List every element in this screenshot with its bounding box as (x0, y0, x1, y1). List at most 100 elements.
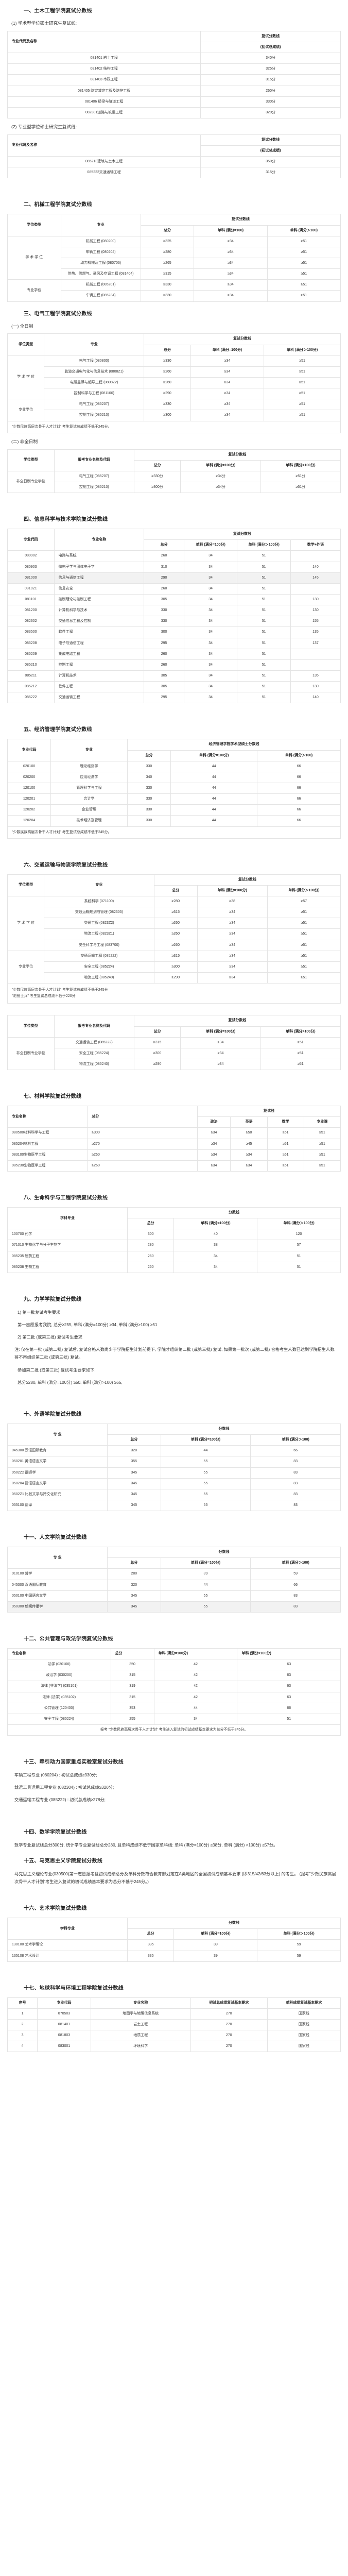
cell-single-eq: 38 (173, 1240, 258, 1251)
cell-total: ≥315 (133, 1037, 181, 1048)
cell-name: 信息安全 (54, 583, 145, 595)
cell-major-course: ≥51 (303, 1149, 341, 1161)
table-art: 学科专业 分数线 总分 单科 (满分=100分) 单科 (满分＞100分) 13… (7, 1918, 341, 1962)
table-row: 物流工程 (0823Z1) ≥260 ≥34 ≥51 (8, 928, 341, 940)
cell-total: ≥300分 (133, 482, 181, 494)
th-name: 专业名称 (90, 1997, 191, 2009)
cell-total: ≥260 (153, 918, 198, 929)
table-row: 电磁悬浮与超导工程 (0808Z2) ≥260 ≥34 ≥51 (8, 377, 341, 389)
table-row: 法律 (非法学) (035101) 319 42 63 (7, 1681, 341, 1692)
cell-code: 085208 (7, 637, 55, 649)
cell-math: ≥51 (267, 1127, 304, 1139)
section-title-civil: 一、土木工程学院复试分数线 (24, 8, 92, 14)
cell-code: 020100 (7, 760, 51, 772)
cell-name: 地质工程 (90, 2030, 191, 2042)
cell-total: 305 (144, 670, 184, 682)
section-title-humanities: 十一、人文学院复试分数线 (24, 1535, 87, 1541)
table-row: 085210 控制工程 260 34 51 (7, 659, 341, 671)
cell-code: 082302 (7, 616, 55, 628)
cell-total: 295 (144, 637, 184, 649)
cell-total: 320 (107, 1445, 161, 1457)
th-single-eq: 单科 (满分=100分) (190, 344, 265, 356)
cell-total: ≥260 (87, 1160, 198, 1172)
cell-single-gt: 66 (257, 760, 341, 772)
cell-name: 135108 艺术设计 (7, 1950, 128, 1962)
cell-total: ≥290 (153, 972, 198, 984)
cell-single-gt: ≥51 (267, 972, 341, 984)
cell-code: 085222 (7, 692, 55, 704)
table-row: 120100 管理科学与工程 330 44 66 (7, 783, 341, 794)
table-row: 法律 (法学) (035102) 315 42 63 (7, 1691, 341, 1703)
cell-name: 080500材料科学与工程 (7, 1127, 88, 1139)
cell-total: ≥315 (153, 950, 198, 962)
th-total: 总分 (107, 1557, 161, 1569)
cell-single-gt: 66 (257, 771, 341, 784)
table-row: 控制科学与工程 (081100) ≥290 ≥34 ≥51 (8, 388, 341, 400)
cell-math-foreign: 130 (290, 605, 341, 617)
table-row: 报考 "少数民族高层次骨干人才计划" 考生进入复试的初试成绩基本要求为总分不低于… (7, 1724, 341, 1736)
cell-english: ≥34 (230, 1149, 268, 1161)
table-row: 法学 (030100) 350 42 63 (7, 1659, 341, 1671)
math-p1: 数学专业复试线总分300分, 统计学专业复试线总分280, 且单科成绩不低于国家… (14, 1842, 278, 1848)
cell-major: 081402 结构工程 (7, 63, 201, 75)
cell-name: 政治学 (030200) (7, 1670, 111, 1682)
table-life: 学科专业 分数线 总分 单科 (满分=100分) 单科 (满分＞100分) 10… (7, 1207, 341, 1273)
cell-total: ≥315 (140, 268, 195, 280)
cell-name: 地图学与地理信息系统 (90, 2008, 191, 2020)
cell-name: 055100 翻译 (7, 1499, 108, 1512)
th-name: 专业名称 (7, 1106, 88, 1128)
cell-single-gt: 59 (250, 1568, 341, 1580)
cell-single-eq: 44 (170, 804, 258, 816)
table-row: 085222交通运输工程 315分 (7, 167, 341, 179)
cell-single-eq: ≥34 (197, 928, 268, 940)
cell-single-gt: ≥51 (267, 950, 341, 962)
cell-total: 330 (144, 616, 184, 628)
cell-major: 安全工程 (085224) (54, 1047, 134, 1059)
cell-major: 物流工程 (0823Z1) (44, 928, 154, 940)
cell-single-eq: ≥34 (194, 235, 268, 247)
cell-single-gt: 83 (250, 1499, 341, 1512)
cell-major: 电气工程 (085207) (44, 399, 145, 411)
cell-name: 085235 制药工程 (7, 1250, 128, 1262)
cell-name: 010100 哲学 (7, 1568, 108, 1580)
cell-code: 120204 (7, 815, 51, 827)
cell-total: ≥330 (140, 290, 195, 302)
cell-total: 345 (107, 1601, 161, 1613)
th-score-line: 分数线 (107, 1423, 341, 1435)
table-row: 085222 交通运输工程 295 34 51 140 (7, 692, 341, 704)
th-single-gt: 单科 (满分>100分) (260, 460, 341, 471)
table-row: 控制工程 (085210) ≥300分 ≥34分 ≥51分 (8, 482, 341, 494)
cell-single-eq: 55 (160, 1488, 251, 1500)
cell-single-gt: 51 (237, 550, 291, 562)
cell-major: 081401 岩土工程 (7, 53, 201, 64)
th-single-gt: 单科 (满分＞100分) (257, 1928, 341, 1940)
cell-single: 国家线 (267, 2019, 341, 2031)
th-score-line: 分数线 (107, 1547, 341, 1558)
th-single-eq: 单科 (满分=100分) (173, 1928, 258, 1940)
cell-name: 085230生物医学工程 (7, 1160, 88, 1172)
cell-single-eq: 34 (183, 637, 238, 649)
table-row: 071010 生物化学与分子生物学 280 38 57 (7, 1240, 341, 1251)
cell-degree-type: 学 术 学 位 (7, 235, 61, 280)
cell-major: 081406 桥梁与隧道工程 (7, 96, 201, 108)
section-title-elec: 三、电气工程学院复试分数线 (24, 311, 92, 317)
cell-single-gt: 66 (257, 783, 341, 794)
cell-degree-type: 非全日制专业学位 (7, 1037, 55, 1071)
cell-math-foreign: 140 (290, 692, 341, 704)
cell-single-eq: ≥34 (197, 918, 268, 929)
table-row: 050201 英语语言文学 355 55 83 (7, 1456, 341, 1468)
cell-total: 345 (107, 1488, 161, 1500)
table-row: 080500材料科学与工程 ≥300 ≥34 ≥50 ≥51 ≥51 (7, 1127, 341, 1139)
cell-name: 控制工程 (54, 659, 145, 671)
table-row: 非全日制专业学位 交通运输工程 (085222) ≥315 ≥34 ≥51 (7, 1037, 341, 1071)
section-title-info: 四、信息科学与技术学院复试分数线 (24, 517, 108, 523)
cell-total: ≥260 (153, 939, 198, 951)
cell-total: ≥300 (87, 1127, 198, 1139)
cell-single-gt: ≥51 (264, 366, 341, 378)
table-row: 0810Z1 信息安全 260 34 51 (7, 583, 341, 595)
table-row: 020200 应用经济学 340 44 66 (7, 771, 341, 784)
table-row: 1 070503 地图学与地理信息系统 270 国家线 (7, 2008, 341, 2020)
section-title-transport: 六、交通运输与物流学院复试分数线 (24, 862, 108, 868)
table-row: 安全工程 (085224) ≥300 ≥34 ≥51 (8, 1047, 341, 1059)
cell-major: 081403 市政工程 (7, 74, 201, 86)
